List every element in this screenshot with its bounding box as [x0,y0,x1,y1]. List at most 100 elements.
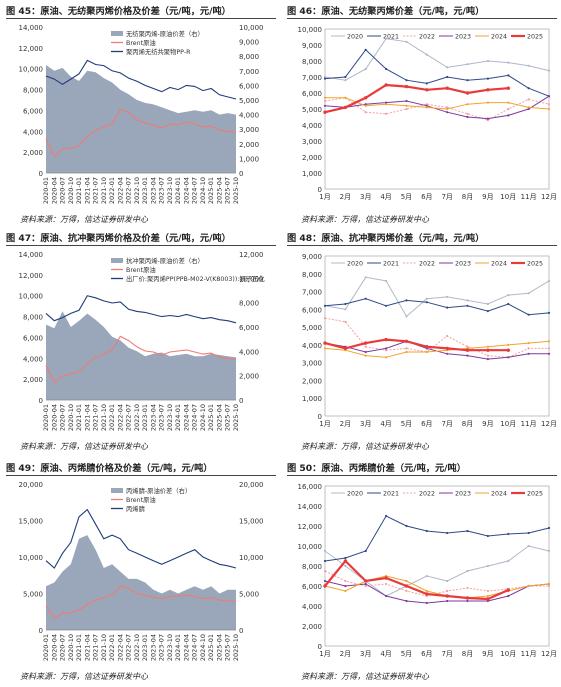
legend-label: 2024 [491,34,507,41]
series-point-2023 [446,352,449,355]
series-line-2021 [324,49,550,97]
legend-label: 聚丙烯无纺共聚物PP-R [126,47,191,56]
chart-panel-49: 图 49：原油、丙烯腈价格及价差（元/吨，元/吨） 0 5,000 10,000 15… [6,462,276,687]
series-point-2020 [425,53,428,56]
series-point-2025 [323,110,327,114]
series-point-2020 [466,569,469,573]
spread-area [46,65,236,173]
y2-tick-label: 2,000 [239,373,259,381]
series-point-2024 [405,579,408,583]
x-tick-label: 2023-04 [149,404,157,431]
y-tick-label: 8,000 [23,314,43,322]
y-tick-label: 14,000 [19,251,44,259]
series-point-2024 [547,582,551,586]
legend-label: 无纺聚丙烯-原油价差（右） [126,29,204,38]
series-point-2025 [384,83,388,87]
y-tick-label: 8,000 [302,58,322,66]
series-point-2025 [343,346,348,351]
x-tick-label: 2021-04 [83,177,91,204]
series-point-2022 [323,99,327,103]
series-point-2024 [405,350,408,354]
series-line-2024 [325,97,550,110]
y-tick-label: 4,000 [302,342,322,350]
x-tick-label: 1月 [319,650,330,658]
x-tick-label: 2025-04 [216,177,224,204]
y2-tick-label: 2,000 [239,141,259,149]
series-point-2023 [323,579,327,583]
x-tick-label: 2024-04 [182,404,190,431]
x-tick-label: 2022-04 [116,177,124,204]
x-tick-label: 2024-07 [191,177,199,204]
series-point-2021 [527,313,530,316]
series-point-2025 [404,339,409,343]
x-tick-label: 2021-04 [83,404,91,431]
series-point-2022 [364,345,367,348]
series-point-2024 [385,103,388,106]
y2-tick-label: 12,000 [239,251,264,259]
brent-line [45,585,237,620]
x-tick-label: 2023-10 [166,634,174,661]
x-tick-label: 2024-01 [174,404,182,431]
series-point-2020 [547,549,551,553]
legend-label: 出厂价:聚丙烯PP(PPB-M02-V(K8003)):扬子石化 [126,274,265,283]
series-point-2025 [506,588,510,592]
x-tick-label: 4月 [380,193,391,201]
x-tick-label: 2025-07 [224,177,232,204]
x-tick-label: 5月 [401,420,412,428]
y-tick-label: 5,000 [302,324,322,332]
y-tick-label: 10,000 [19,293,44,301]
x-tick-label: 2022-10 [133,404,141,431]
y2-tick-label: 8,000 [239,300,259,308]
x-tick-label: 2021-07 [92,404,100,431]
series-point-2021 [466,79,469,82]
series-point-2022 [547,347,551,350]
series-point-2023 [364,350,367,354]
legend-swatch [111,31,123,36]
series-line-2020 [324,38,550,81]
x-tick-label: 7月 [441,420,452,428]
series-point-2022 [344,579,347,583]
legend-label: 2022 [419,261,435,268]
x-tick-label: 8月 [462,420,473,428]
chart-panel-47: 图 47：原油、抗冲聚丙烯价格及价差（元/吨，元/吨） 0 2,000 4,000 6… [6,232,276,457]
source-note: 资料来源：万得，信达证券研发中心 [301,442,429,451]
y-tick-label: 8,000 [23,87,43,95]
legend-label: Brent原油 [126,495,156,504]
x-tick-label: 4月 [380,420,391,428]
x-tick-label: 2021-01 [75,177,83,204]
y2-tick-label: 5,000 [239,591,259,599]
x-tick-label: 12月 [541,650,557,658]
y-tick-label: 10,000 [298,26,323,34]
x-tick-label: 2021-04 [83,634,91,661]
x-tick-label: 2022-10 [133,177,141,204]
series-line-2023 [324,580,550,604]
x-tick-label: 2021-07 [92,177,100,204]
legend-swatch [111,258,123,263]
series-point-2022 [323,317,327,320]
series-point-2020 [466,63,469,66]
x-tick-label: 6月 [421,193,432,201]
y-tick-label: 4,000 [23,128,43,136]
chart-panel-50: 图 50：原油、丙烯腈价差（元/吨，元/吨） 0 2,000 4,000 6,000 8… [287,462,557,687]
x-tick-label: 2021-10 [100,177,108,204]
x-tick-label: 3月 [360,650,371,658]
series-point-2021 [547,526,551,530]
series-point-2024 [486,101,489,104]
x-tick-label: 2020-07 [59,634,67,661]
series-point-2021 [547,311,551,314]
series-point-2025 [404,84,409,89]
y-tick-label: 6,000 [23,334,43,342]
x-tick-label: 2024-04 [182,177,190,204]
legend-label: 2025 [527,34,543,41]
series-point-2022 [547,103,551,106]
x-tick-label: 9月 [482,650,493,658]
series-point-2023 [425,104,428,107]
x-tick-label: 2020-07 [59,177,67,204]
series-point-2024 [527,342,530,345]
series-point-2023 [527,352,530,355]
x-tick-label: 8月 [462,193,473,201]
x-tick-label: 3月 [360,420,371,428]
y2-tick-label: 1,000 [239,155,259,163]
series-point-2025 [486,88,490,92]
legend-label: 2021 [383,34,399,41]
